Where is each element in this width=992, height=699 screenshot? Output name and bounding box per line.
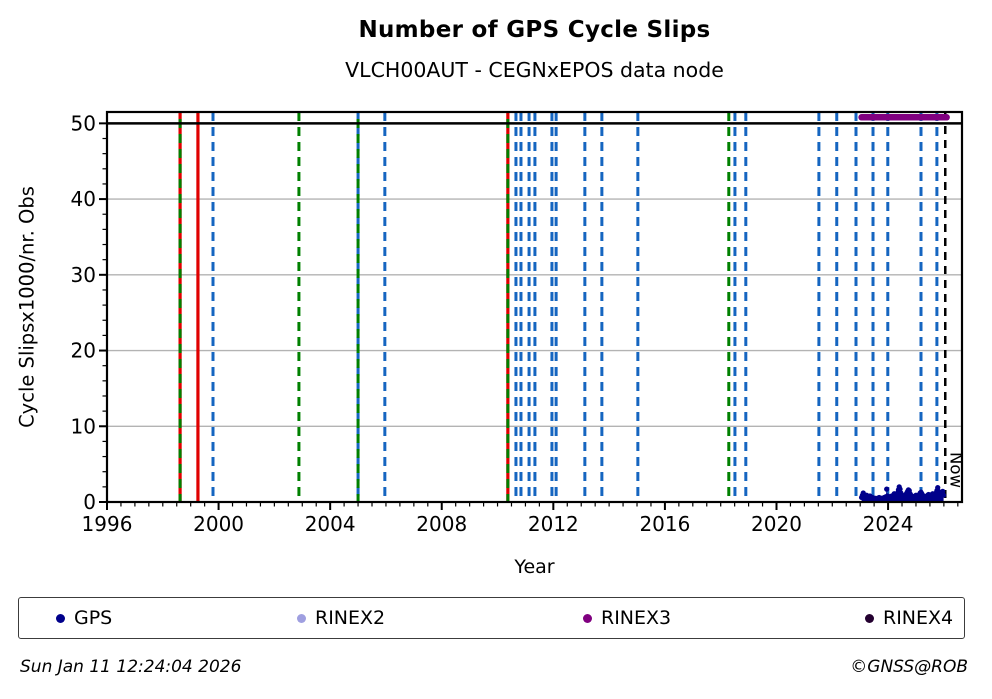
chart-subtitle: VLCH00AUT - CEGNxEPOS data node xyxy=(345,58,724,82)
x-tick-label: 2000 xyxy=(193,512,244,536)
x-tick-label: 1996 xyxy=(82,512,133,536)
plot-timestamp: Sun Jan 11 12:24:04 2026 xyxy=(20,657,242,677)
legend-item-rinex2: RINEX2 xyxy=(297,598,385,638)
gps-scatter-point xyxy=(940,492,947,498)
x-axis-label: Year xyxy=(514,556,555,578)
x-tick-label: 2016 xyxy=(639,512,690,536)
legend-label-gps: GPS xyxy=(74,607,113,629)
legend-item-rinex3: RINEX3 xyxy=(583,598,671,638)
y-tick-label: 50 xyxy=(71,111,96,135)
chart-legend: GPS RINEX2 RINEX3 RINEX4 xyxy=(18,597,965,639)
legend-label-rinex2: RINEX2 xyxy=(315,607,386,629)
gps-scatter-point xyxy=(884,486,890,492)
gps-marker-dot xyxy=(56,613,65,623)
x-tick-label: 2024 xyxy=(863,512,914,536)
x-tick-label: 2008 xyxy=(416,512,467,536)
rinex3-marker-dot xyxy=(583,613,592,623)
y-tick-label: 40 xyxy=(71,187,96,211)
x-tick-label: 2020 xyxy=(751,512,802,536)
plot-border xyxy=(105,110,964,504)
now-label: Now xyxy=(946,452,965,488)
y-tick-label: 0 xyxy=(83,490,96,514)
rinex2-marker-dot xyxy=(297,613,306,623)
legend-label-rinex3: RINEX3 xyxy=(601,607,672,629)
copyright-credit: ©GNSS@ROB xyxy=(850,657,968,677)
x-tick-label: 2004 xyxy=(305,512,356,536)
legend-item-rinex4: RINEX4 xyxy=(865,598,953,638)
y-tick-label: 10 xyxy=(71,414,96,438)
chart-title: Number of GPS Cycle Slips xyxy=(358,17,711,43)
plot-area: 1996 2000 2004 2008 2012 2016 2020 2024 0 10 20 30 4… xyxy=(71,110,965,536)
rinex4-marker-dot xyxy=(865,613,874,623)
legend-item-gps: GPS xyxy=(56,598,112,638)
y-tick-label: 20 xyxy=(71,339,96,363)
y-tick-label: 30 xyxy=(71,263,96,287)
y-axis-label: Cycle Slipsx1000/nr. Obs xyxy=(15,186,39,428)
legend-label-rinex4: RINEX4 xyxy=(883,607,954,629)
x-tick-label: 2012 xyxy=(528,512,579,536)
